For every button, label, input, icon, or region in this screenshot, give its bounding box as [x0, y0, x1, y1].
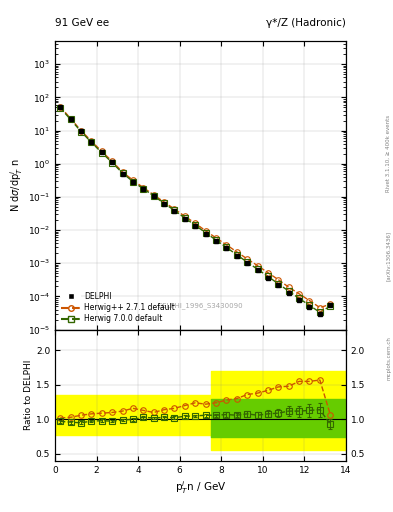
Legend: DELPHI, Herwig++ 2.7.1 default, Herwig 7.0.0 default: DELPHI, Herwig++ 2.7.1 default, Herwig 7…: [59, 290, 177, 326]
Text: 91 GeV ee: 91 GeV ee: [55, 18, 109, 28]
Text: DELPHI_1996_S3430090: DELPHI_1996_S3430090: [158, 303, 243, 309]
Text: γ*/Z (Hadronic): γ*/Z (Hadronic): [266, 18, 346, 28]
Text: [arXiv:1306.3436]: [arXiv:1306.3436]: [386, 231, 391, 281]
Text: Rivet 3.1.10, ≥ 400k events: Rivet 3.1.10, ≥ 400k events: [386, 115, 391, 192]
Y-axis label: Ratio to DELPHI: Ratio to DELPHI: [24, 360, 33, 431]
X-axis label: p$_T^i$n / GeV: p$_T^i$n / GeV: [174, 479, 226, 496]
Y-axis label: N d$\sigma$/dp$_T^i$ n: N d$\sigma$/dp$_T^i$ n: [8, 159, 25, 212]
Text: mcplots.cern.ch: mcplots.cern.ch: [386, 336, 391, 380]
